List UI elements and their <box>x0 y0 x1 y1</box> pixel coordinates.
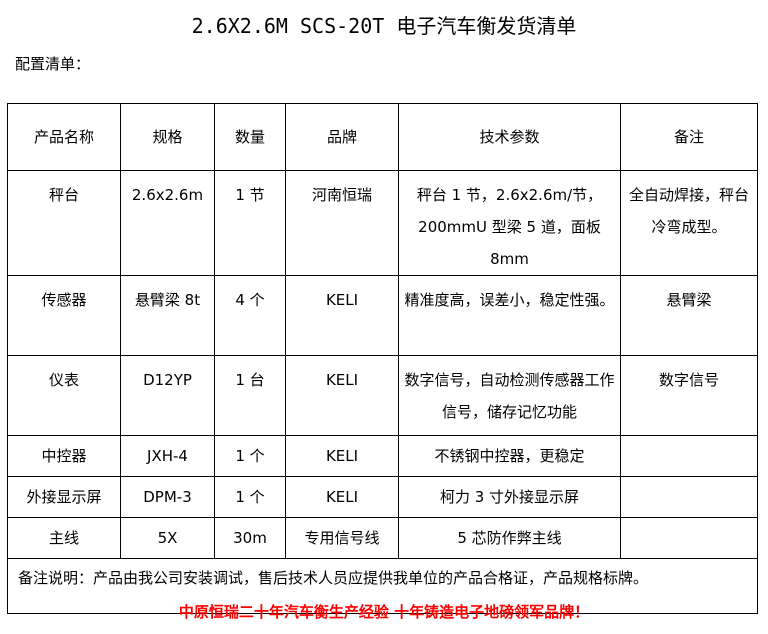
table-cell: 秤台 1 节，2.6x2.6m/节，200mmU 型梁 5 道，面板 8mm <box>398 170 621 276</box>
table-cell: 河南恒瑞 <box>285 170 399 276</box>
table-row: 仪表 D12YP 1 台 KELI 数字信号，自动检测传感器工作信号，储存记忆功能 数字信… <box>7 355 758 436</box>
table-row: 秤台 2.6x2.6m 1 节河南恒瑞 秤台 1 节，2.6x2.6m/节，200mm… <box>7 170 758 276</box>
table-cell: 悬臂梁 8t <box>120 275 215 356</box>
table-row: 传感器 悬臂梁 8t 4 个 KELI 精准度高，误差小，稳定性强。 悬臂梁 <box>7 275 758 356</box>
column-header: 产品名称 <box>7 103 121 171</box>
table-cell: 4 个 <box>214 275 286 356</box>
table-row: 外接显示屏 DPM-3 1 个 KELI 柯力 3 寸外接显示屏 <box>7 476 758 518</box>
table-cell: 悬臂梁 <box>620 275 758 356</box>
column-header: 规格 <box>120 103 215 171</box>
table-cell: 30m <box>214 517 286 559</box>
table-cell: 专用信号线 <box>285 517 399 559</box>
table-cell: 仪表 <box>7 355 121 436</box>
table-row: 主线 5X 30m 专用信号线 5 芯防作弊主线 <box>7 517 758 559</box>
table-cell: 2.6x2.6m <box>120 170 215 276</box>
table-cell: 不锈钢中控器，更稳定 <box>398 435 621 477</box>
table-cell: DPM-3 <box>120 476 215 518</box>
table-cell: 秤台 <box>7 170 121 276</box>
table-cell: KELI <box>285 355 399 436</box>
section-label: 配置清单： <box>15 55 91 73</box>
table-cell: 数字信号，自动检测传感器工作信号，储存记忆功能 <box>398 355 621 436</box>
table-cell: 中控器 <box>7 435 121 477</box>
table-cell: KELI <box>285 476 399 518</box>
table-row: 中控器 JXH-4 1 个 KELI 不锈钢中控器，更稳定 <box>7 435 758 477</box>
table-cell: 主线 <box>7 517 121 559</box>
column-header: 技术参数 <box>398 103 621 171</box>
table-cell <box>620 476 758 518</box>
table-cell: 柯力 3 寸外接显示屏 <box>398 476 621 518</box>
table-cell: 全自动焊接，秤台冷弯成型。 <box>620 170 758 276</box>
table-cell: KELI <box>285 275 399 356</box>
shipping-list-table: 产品名称 规格 数量 品牌 技术参数 备注 秤台 2.6x2.6m 1 节河南恒瑞 秤台 1 节… <box>7 103 758 614</box>
table-cell <box>620 517 758 559</box>
page-title: 2.6X2.6M SCS-20T 电子汽车衡发货清单 <box>191 14 577 38</box>
table-cell: KELI <box>285 435 399 477</box>
column-header: 数量 <box>214 103 286 171</box>
slogan: 中原恒瑞二十年汽车衡生产经验 十年铸造电子地磅领军品牌！ <box>178 603 590 621</box>
table-cell: 5X <box>120 517 215 559</box>
table-cell: 1 个 <box>214 476 286 518</box>
table-cell: 外接显示屏 <box>7 476 121 518</box>
table-cell: 数字信号 <box>620 355 758 436</box>
table-header-row: 产品名称 规格 数量 品牌 技术参数 备注 <box>7 103 758 171</box>
table-cell: JXH-4 <box>120 435 215 477</box>
column-header: 品牌 <box>285 103 399 171</box>
table-cell: 1 个 <box>214 435 286 477</box>
table-cell: 1 台 <box>214 355 286 436</box>
table-cell: 传感器 <box>7 275 121 356</box>
table-cell: D12YP <box>120 355 215 436</box>
table-cell <box>620 435 758 477</box>
column-header: 备注 <box>620 103 758 171</box>
note-row: 备注说明：产品由我公司安装调试，售后技术人员应提供我单位的产品合格证，产品规格标… <box>7 558 758 614</box>
table-cell: 精准度高，误差小，稳定性强。 <box>398 275 621 356</box>
note-text: 备注说明：产品由我公司安装调试，售后技术人员应提供我单位的产品合格证，产品规格标… <box>7 558 758 614</box>
table-cell: 5 芯防作弊主线 <box>398 517 621 559</box>
table-cell: 1 节 <box>214 170 286 276</box>
